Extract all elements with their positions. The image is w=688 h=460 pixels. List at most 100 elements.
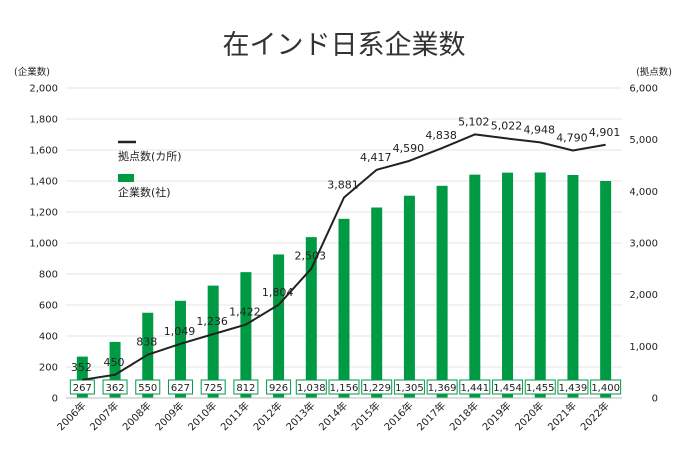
legend: 拠点数(カ所) 企業数(社) xyxy=(118,140,182,199)
line-data-label: 4,901 xyxy=(589,126,621,139)
x-axis-tick-label: 2010年 xyxy=(185,399,219,433)
x-axis-tick-label: 2012年 xyxy=(250,399,284,433)
bar-data-label: 1,229 xyxy=(362,383,391,394)
legend-bar-label: 企業数(社) xyxy=(118,185,171,199)
bar-label-box xyxy=(524,379,556,395)
right-axis-tick-label: 2,000 xyxy=(629,290,658,301)
bar-data-label: 1,454 xyxy=(493,383,522,394)
line-data-label: 1,236 xyxy=(196,315,228,328)
bar-data-label: 362 xyxy=(106,383,125,394)
bar-data-label: 1,455 xyxy=(526,383,555,394)
line-data-label: 3,881 xyxy=(327,178,359,191)
left-axis-unit-label: (企業数) xyxy=(14,66,50,78)
bar xyxy=(240,272,252,398)
left-axis-tick-label: 800 xyxy=(39,270,58,281)
x-axis-tick-label: 2021年 xyxy=(545,399,579,433)
legend-line-label: 拠点数(カ所) xyxy=(118,150,182,163)
bar-data-label: 1,156 xyxy=(330,383,359,394)
left-axis-tick-label: 1,800 xyxy=(29,115,58,126)
line-data-label: 4,948 xyxy=(523,123,555,136)
bar-data-label: 550 xyxy=(138,383,157,394)
bar-data-label: 1,038 xyxy=(297,383,326,394)
x-axis-tick-label: 2006年 xyxy=(54,399,88,433)
bar xyxy=(338,218,350,398)
line-data-label: 352 xyxy=(71,361,92,374)
left-axis-tick-label: 1,600 xyxy=(29,146,58,157)
left-axis-tick-label: 1,400 xyxy=(29,177,58,188)
bar-label-box xyxy=(233,379,259,395)
bar xyxy=(109,341,121,398)
bar xyxy=(534,172,546,398)
bar-label-box xyxy=(328,379,360,395)
bar-label-box xyxy=(135,379,161,395)
bar xyxy=(174,300,186,398)
x-axis-tick-label: 2009年 xyxy=(152,399,186,433)
line-data-label: 1,422 xyxy=(229,306,261,319)
bar xyxy=(371,207,383,398)
bar xyxy=(305,237,317,398)
bar-label-box xyxy=(393,379,425,395)
line-data-label: 1,049 xyxy=(164,325,196,338)
bar-label-box xyxy=(102,379,128,395)
bar xyxy=(273,254,285,398)
line-data-label: 450 xyxy=(104,356,125,369)
line-data-label: 5,022 xyxy=(491,120,523,133)
left-axis-tick-label: 400 xyxy=(39,332,58,343)
left-axis-tick-label: 1,000 xyxy=(29,239,58,250)
left-axis-tick-label: 2,000 xyxy=(29,84,58,95)
bar-data-label: 1,369 xyxy=(428,383,457,394)
left-axis-tick-label: 600 xyxy=(39,301,58,312)
line-data-label: 4,838 xyxy=(425,129,457,142)
x-axis-tick-label: 2020年 xyxy=(512,399,546,433)
right-axis-tick-label: 3,000 xyxy=(629,239,658,250)
bar-series: 267 362 550 627 725 812 926 1,038 1,156 1,229 1,30… xyxy=(69,172,622,398)
bar-label-box xyxy=(459,379,491,395)
line-data-label: 838 xyxy=(136,336,157,349)
bar xyxy=(502,172,514,398)
x-axis-tick-label: 2019年 xyxy=(479,399,513,433)
right-axis-tick-label: 1,000 xyxy=(629,342,658,353)
bar-data-label: 812 xyxy=(236,383,255,394)
x-axis-tick-label: 2007年 xyxy=(87,399,121,433)
chart-title: 在インド日系企業数 xyxy=(223,30,466,61)
bar xyxy=(403,195,415,398)
line-data-label: 4,790 xyxy=(556,132,588,145)
x-axis-tick-label: 2011年 xyxy=(218,399,252,433)
right-axis-tick-label: 4,000 xyxy=(629,187,658,198)
x-axis-tick-label: 2015年 xyxy=(349,399,383,433)
bar-label-box xyxy=(69,379,95,395)
bar-label-box xyxy=(590,379,622,395)
bar-label-box xyxy=(557,379,589,395)
left-axis-tick-label: 0 xyxy=(52,394,58,405)
x-axis-tick-label: 2014年 xyxy=(316,399,350,433)
right-axis-tick-label: 0 xyxy=(652,394,658,405)
bar-label-box xyxy=(200,379,226,395)
x-axis-tick-label: 2008年 xyxy=(120,399,154,433)
line-data-label: 5,102 xyxy=(458,115,490,128)
line-data-label: 4,590 xyxy=(393,142,425,155)
line-series-path xyxy=(82,133,606,381)
bar xyxy=(76,356,88,398)
bar-data-label: 926 xyxy=(269,383,288,394)
bar-data-label: 725 xyxy=(204,383,223,394)
bar-data-label: 267 xyxy=(73,383,92,394)
bar-data-label: 1,305 xyxy=(395,383,424,394)
left-axis-tick-label: 200 xyxy=(39,363,58,374)
bar-data-label: 1,439 xyxy=(559,383,588,394)
bar-data-label: 1,441 xyxy=(461,383,490,394)
x-axis-tick-label: 2017年 xyxy=(414,399,448,433)
x-axis-tick-label: 2013年 xyxy=(283,399,317,433)
line-data-label: 4,417 xyxy=(360,151,392,164)
bar-label-box xyxy=(167,379,193,395)
legend-bar-swatch xyxy=(118,174,134,182)
right-axis-tick-label: 5,000 xyxy=(629,135,658,146)
bar xyxy=(600,181,612,398)
bar xyxy=(469,174,481,398)
bar-data-label: 627 xyxy=(171,383,190,394)
x-axis-tick-label: 2018年 xyxy=(447,399,481,433)
bar xyxy=(207,285,219,398)
x-axis-tick-label: 2016年 xyxy=(381,399,415,433)
bar-label-box xyxy=(361,379,393,395)
